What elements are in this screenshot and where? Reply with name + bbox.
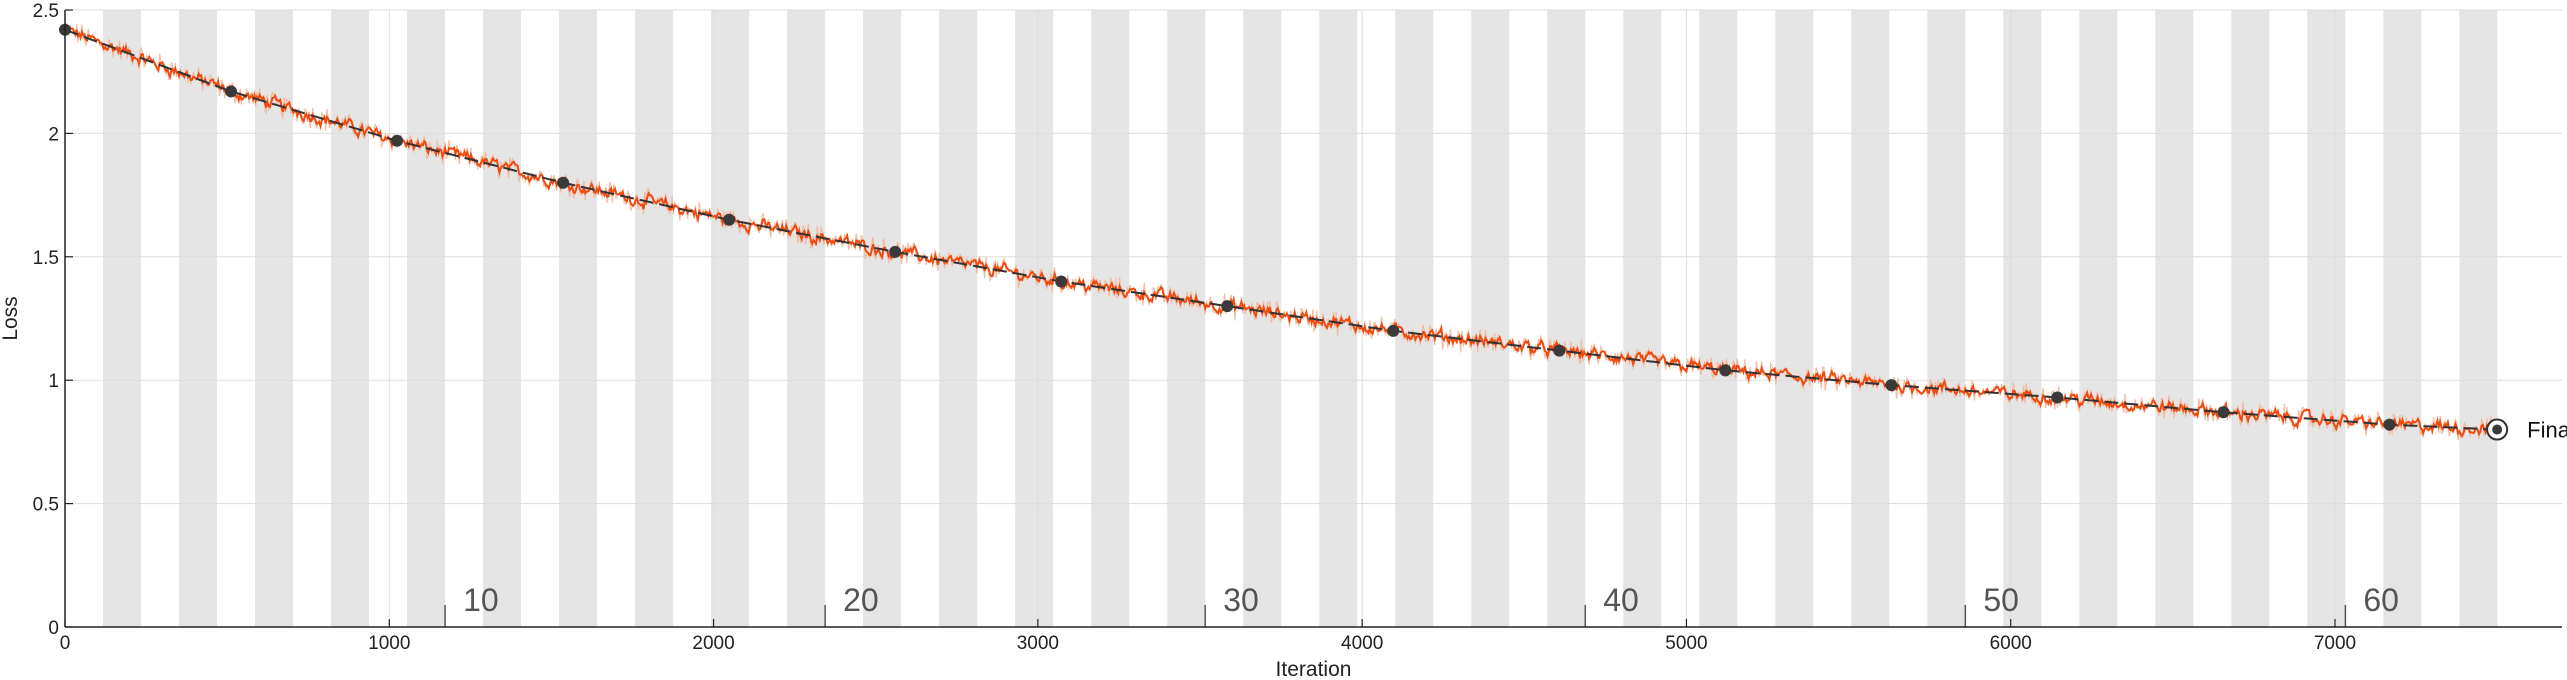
data-marker	[225, 85, 238, 98]
epoch-band	[2003, 10, 2042, 627]
series-trend	[64, 28, 2498, 431]
epoch-label: 40	[1603, 582, 1639, 618]
data-marker	[2051, 391, 2064, 404]
x-tick-label: 2000	[692, 633, 734, 654]
data-marker	[723, 213, 736, 226]
y-tick-label: 2.5	[33, 1, 59, 22]
series-smoothed-loss	[64, 25, 2498, 438]
epoch-band	[483, 10, 522, 627]
data-marker	[391, 134, 404, 147]
epoch-ticks	[444, 605, 2347, 627]
axes	[64, 9, 2562, 628]
epoch-band	[103, 10, 142, 627]
epoch-band	[2155, 10, 2194, 627]
epoch-label: 10	[463, 582, 499, 618]
y-axis-label: Loss	[0, 296, 22, 340]
epoch-band	[2307, 10, 2346, 627]
x-tick-labels: 0 1000 2000 3000 4000 5000 6000 7000	[60, 633, 2356, 654]
epoch-band	[1547, 10, 1586, 627]
y-tick-label: 1	[48, 371, 59, 392]
y-tick-labels: 0 0.5 1 1.5 2 2.5	[33, 1, 59, 639]
epoch-label: 20	[843, 582, 879, 618]
epoch-band	[1623, 10, 1662, 627]
final-point-group: Final	[2486, 418, 2567, 443]
epoch-band	[1395, 10, 1434, 627]
epoch-band	[1091, 10, 1130, 627]
data-marker	[1387, 324, 1400, 337]
data-marker	[889, 245, 902, 258]
epoch-band	[1851, 10, 1890, 627]
x-tick-label: 4000	[1341, 633, 1383, 654]
y-tick-label: 0.5	[33, 495, 59, 516]
data-marker	[1055, 275, 1068, 288]
x-axis-label: Iteration	[1276, 658, 1352, 680]
epoch-band	[2231, 10, 2270, 627]
y-tick-label: 1.5	[33, 248, 59, 269]
x-tick-label: 0	[60, 633, 71, 654]
y-tick-label: 2	[48, 124, 59, 145]
epoch-band	[1927, 10, 1966, 627]
final-point-marker	[2492, 424, 2503, 435]
epoch-band	[1167, 10, 1206, 627]
epoch-band	[635, 10, 674, 627]
data-marker	[1221, 300, 1234, 313]
x-tick-label: 5000	[1665, 633, 1707, 654]
epoch-label: 30	[1223, 582, 1259, 618]
data-marker	[1885, 379, 1898, 392]
final-label: Final	[2527, 418, 2567, 443]
markers-group	[59, 23, 2396, 431]
epoch-band	[711, 10, 750, 627]
epoch-bands	[103, 10, 2498, 627]
x-tick-label: 1000	[368, 633, 410, 654]
epoch-band	[1471, 10, 1510, 627]
epoch-labels: 10 20 30 40 50 60	[463, 582, 2399, 618]
epoch-band	[559, 10, 598, 627]
epoch-band	[1243, 10, 1282, 627]
epoch-band	[1699, 10, 1738, 627]
series-group	[64, 22, 2498, 441]
epoch-band	[1775, 10, 1814, 627]
epoch-band	[2079, 10, 2118, 627]
epoch-band	[1319, 10, 1358, 627]
data-marker	[2383, 418, 2396, 431]
epoch-band	[407, 10, 446, 627]
epoch-band	[255, 10, 294, 627]
epoch-band	[331, 10, 370, 627]
x-tick-label: 3000	[1017, 633, 1059, 654]
epoch-band	[1015, 10, 1054, 627]
data-marker	[1719, 364, 1732, 377]
data-marker	[2217, 406, 2230, 419]
x-tick-label: 7000	[2314, 633, 2356, 654]
x-tick-label: 6000	[1990, 633, 2032, 654]
epoch-band	[2383, 10, 2422, 627]
epoch-label: 60	[2363, 582, 2399, 618]
y-tick-label: 0	[48, 618, 59, 639]
epoch-band	[179, 10, 218, 627]
epoch-band	[863, 10, 902, 627]
data-marker	[1553, 344, 1566, 357]
epoch-label: 50	[1983, 582, 2019, 618]
epoch-band	[2459, 10, 2498, 627]
data-marker	[557, 176, 570, 189]
epoch-band	[939, 10, 978, 627]
epoch-band	[787, 10, 826, 627]
